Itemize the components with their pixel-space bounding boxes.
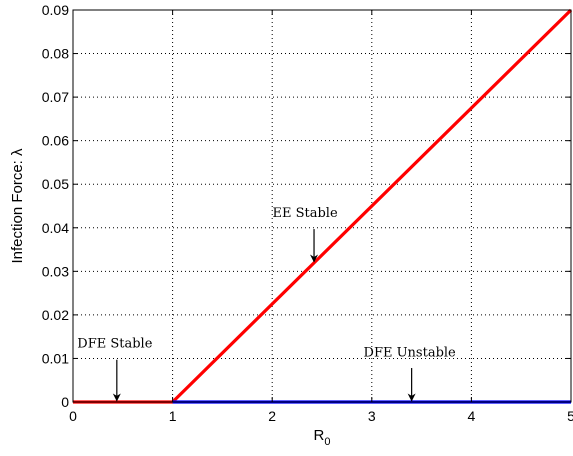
x-tick-label: 1	[169, 408, 177, 424]
y-tick-label: 0.02	[42, 307, 69, 323]
ticks: 0 1 2 3 4 5 0 0.01 0.02 0.03 0.04 0.05 0.06 0.07 0.08 0…	[42, 2, 573, 424]
x-tick-label: 2	[268, 408, 276, 424]
x-axis-label: R0	[314, 427, 331, 448]
y-tick-label: 0.04	[42, 220, 69, 236]
y-tick-label: 0	[61, 394, 69, 410]
y-tick-label: 0.09	[42, 2, 69, 18]
x-tick-label: 0	[69, 408, 77, 424]
annotation-label: EE Stable	[272, 206, 337, 221]
y-tick-label: 0.07	[42, 89, 69, 105]
y-tick-label: 0.01	[42, 350, 69, 366]
y-tick-label: 0.05	[42, 176, 69, 192]
y-tick-label: 0.03	[42, 263, 69, 279]
y-axis-label: Infection Force: λ	[9, 148, 26, 264]
x-tick-label: 4	[468, 408, 476, 424]
x-tick-label: 3	[368, 408, 376, 424]
y-tick-label: 0.08	[42, 46, 69, 62]
plot-frame	[72, 9, 572, 403]
y-tick-label: 0.06	[42, 133, 69, 149]
annotation-label: DFE Stable	[77, 337, 152, 352]
x-tick-label: 5	[567, 408, 573, 424]
annotations: DFE Stable EE Stable DFE Unstable	[77, 206, 457, 402]
annotation-label: DFE Unstable	[364, 345, 457, 360]
